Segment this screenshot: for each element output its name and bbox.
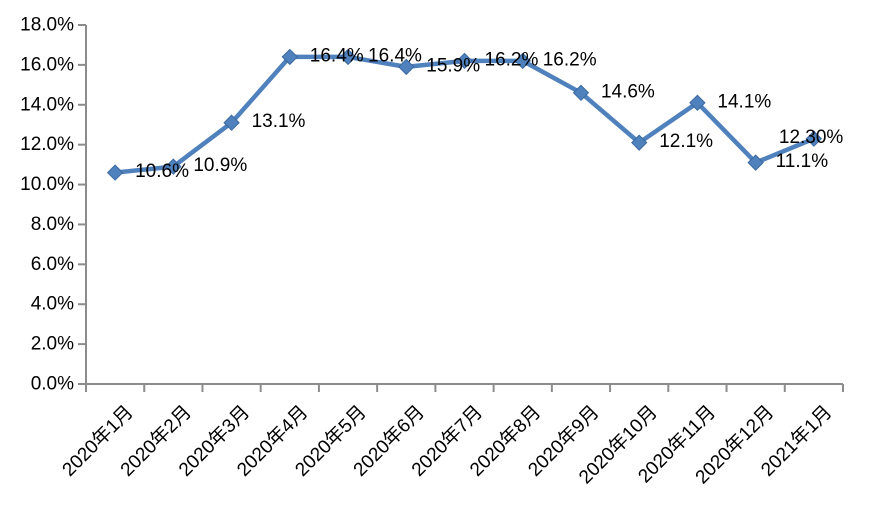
data-label: 11.1%	[776, 151, 829, 172]
data-point-marker	[281, 48, 299, 66]
data-point-marker	[339, 48, 357, 66]
data-label: 10.6%	[135, 161, 189, 182]
data-point-marker	[456, 52, 473, 70]
data-label: 16.2%	[543, 49, 597, 70]
data-point-marker	[165, 158, 182, 175]
data-label: 16.4%	[368, 45, 422, 66]
data-point-marker	[747, 154, 764, 171]
y-tick-label: 12.0%	[20, 134, 74, 155]
data-point-marker	[630, 134, 648, 151]
data-label: 12.30%	[779, 127, 844, 148]
data-point-marker	[689, 94, 706, 111]
y-tick-label: 10.0%	[20, 174, 74, 195]
data-point-marker	[805, 130, 823, 147]
data-label: 15.9%	[426, 55, 480, 76]
data-point-marker	[106, 164, 124, 181]
y-tick-label: 6.0%	[31, 254, 74, 275]
data-label: 12.1%	[659, 131, 713, 152]
data-label: 13.1%	[252, 111, 306, 132]
y-tick-label: 8.0%	[31, 214, 74, 235]
data-point-marker	[572, 84, 590, 102]
y-tick-label: 16.0%	[20, 54, 74, 75]
y-tick-label: 4.0%	[31, 294, 74, 315]
data-point-marker	[514, 52, 531, 70]
data-label: 16.4%	[310, 45, 364, 66]
data-label: 16.2%	[485, 49, 539, 70]
data-label: 10.9%	[193, 155, 247, 176]
y-tick-label: 14.0%	[20, 94, 74, 115]
data-label: 14.1%	[717, 91, 771, 112]
data-label: 14.6%	[601, 81, 655, 102]
y-tick-label: 2.0%	[31, 334, 74, 355]
y-tick-label: 0.0%	[31, 374, 74, 395]
y-tick-label: 18.0%	[20, 15, 74, 36]
data-point-marker	[398, 58, 415, 76]
data-point-marker	[223, 114, 240, 131]
